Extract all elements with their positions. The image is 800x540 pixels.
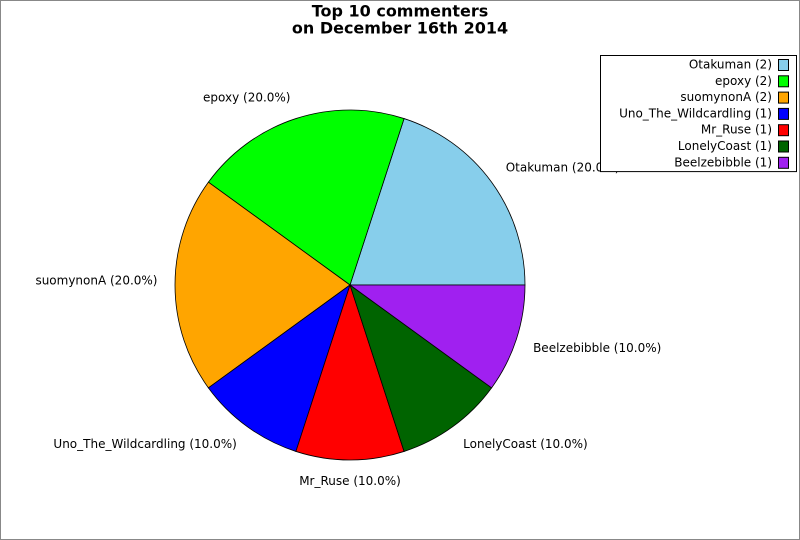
slice-label: LonelyCoast (10.0%) xyxy=(463,437,588,451)
slice-label: Otakuman (20.0%) xyxy=(506,160,620,174)
slice-label: Mr_Ruse (10.0%) xyxy=(299,474,401,488)
legend-label: suomynonA (2) xyxy=(680,90,772,104)
pie-slice xyxy=(349,283,493,452)
slice-label: Uno_The_Wildcardling (10.0%) xyxy=(53,437,236,451)
legend-swatch xyxy=(778,91,789,104)
legend-label: LonelyCoast (1) xyxy=(678,139,772,153)
legend-label: epoxy (2) xyxy=(715,74,772,88)
legend-swatch xyxy=(778,107,789,120)
slice-label: Beelzebibble (10.0%) xyxy=(533,341,661,355)
legend-label: Mr_Ruse (1) xyxy=(701,123,772,137)
legend-box xyxy=(600,55,797,173)
pie-slice xyxy=(207,283,351,452)
legend-swatch xyxy=(778,75,789,88)
chart-title: Top 10 commenters xyxy=(312,2,489,21)
slice-label: suomynonA (20.0%) xyxy=(35,274,157,288)
legend-swatch xyxy=(778,156,789,169)
legend-label: Beelzebibble (1) xyxy=(674,155,772,169)
legend-swatch xyxy=(778,59,789,71)
pie-slice xyxy=(348,284,526,389)
pie-slice xyxy=(349,118,526,286)
legend-swatch xyxy=(778,124,789,137)
legend-label: Uno_The_Wildcardling (1) xyxy=(619,106,772,120)
pie-slice xyxy=(295,283,405,461)
legend-label: Otakuman (2) xyxy=(689,58,772,72)
legend-swatch xyxy=(778,140,789,153)
pie-slice xyxy=(174,181,351,389)
chart-subtitle: on December 16th 2014 xyxy=(292,19,508,38)
pie-slice xyxy=(207,109,405,286)
slice-label: epoxy (20.0%) xyxy=(203,90,290,104)
